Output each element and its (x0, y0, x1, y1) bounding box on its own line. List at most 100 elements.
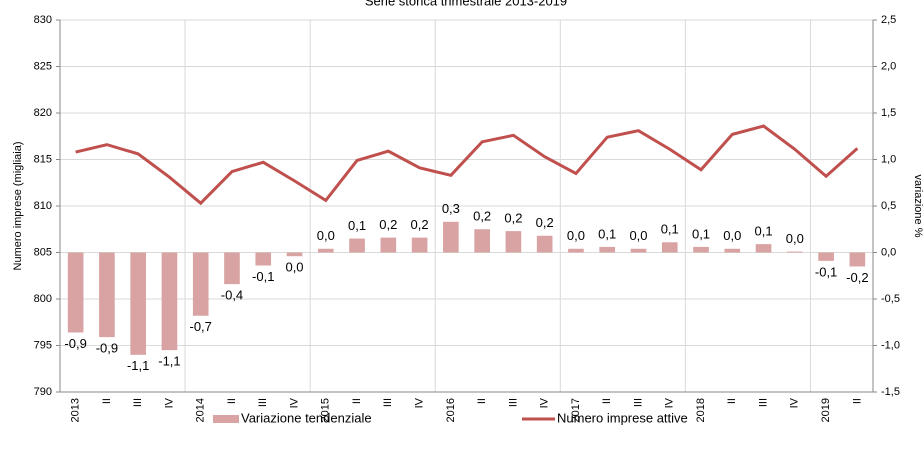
data-label: 0,1 (755, 224, 773, 239)
bar (630, 248, 647, 253)
data-label: 0,2 (504, 211, 522, 226)
data-label: 0,2 (473, 209, 491, 224)
data-label: 0,2 (379, 217, 397, 232)
y-axis-label: Numero imprese (migliaia) (12, 142, 24, 271)
y-tick-label: 830 (34, 14, 52, 26)
y2-tick-label: 1,5 (881, 107, 896, 119)
bar (818, 252, 834, 261)
x-tick-label: IV (664, 397, 676, 408)
legend-label: Variazione tendenziale (241, 410, 372, 425)
bar (443, 221, 459, 253)
line-series (75, 124, 859, 206)
data-label: 0,0 (723, 228, 741, 243)
y-tick-label: 810 (34, 200, 52, 212)
bar (349, 238, 365, 253)
y-tick-label: 790 (34, 386, 52, 398)
legend-swatch (213, 415, 239, 423)
y2-tick-label: 1,0 (881, 153, 896, 165)
y-tick-label: 815 (34, 153, 52, 165)
data-label: -0,4 (221, 288, 243, 303)
x-tick-label: 2017 (570, 398, 582, 422)
bar (505, 231, 522, 253)
y2-axis-label: variazione % (912, 175, 924, 238)
data-label: 0,2 (411, 217, 429, 232)
bar (161, 252, 178, 351)
x-tick-label: 2014 (195, 398, 207, 422)
data-label: 0,1 (692, 226, 710, 241)
x-tick-label: II (476, 398, 488, 404)
chart-title: Serie storica trimestrale 2013-2019 (365, 0, 567, 8)
x-tick-label: IV (789, 397, 801, 408)
y-tick-label: 805 (34, 246, 52, 258)
y-tick-label: 825 (34, 60, 52, 72)
x-tick-label: IV (414, 397, 426, 408)
x-tick-label: II (226, 398, 238, 404)
x-tick-label: 2015 (320, 398, 332, 422)
data-label: 0,0 (567, 228, 585, 243)
data-label: 0,1 (598, 226, 616, 241)
data-label: 0,2 (536, 215, 554, 230)
bar (849, 252, 866, 267)
x-tick-label: 2016 (445, 398, 457, 422)
data-label: -0,9 (64, 336, 86, 351)
x-tick-label: III (632, 398, 644, 407)
bar (536, 235, 553, 253)
x-tick-label: IV (539, 397, 551, 408)
y2-tick-label: -0,5 (881, 293, 900, 305)
bar (411, 237, 428, 253)
data-label: 0,0 (786, 231, 804, 246)
bar (787, 251, 803, 253)
bar (568, 248, 584, 253)
x-tick-label: III (257, 398, 269, 407)
y2-tick-label: -1,0 (881, 339, 900, 351)
bar (130, 252, 146, 355)
x-tick-label: IV (163, 397, 175, 408)
x-tick-label: III (382, 398, 394, 407)
data-label: -0,7 (190, 319, 212, 334)
data-label: 0,0 (317, 228, 335, 243)
y-tick-label: 795 (34, 339, 52, 351)
y2-tick-label: 0,0 (881, 246, 896, 258)
data-label: 0,1 (661, 222, 679, 237)
bar (224, 252, 240, 285)
bar (67, 252, 84, 333)
bar (755, 244, 772, 253)
x-tick-label: II (851, 398, 863, 404)
data-label: -0,9 (96, 341, 118, 356)
bar (599, 246, 616, 253)
x-tick-label: 2013 (70, 398, 82, 422)
x-tick-label: II (726, 398, 738, 404)
bar (317, 248, 334, 253)
y-tick-label: 820 (34, 107, 52, 119)
bar (661, 242, 678, 253)
bar (99, 252, 115, 338)
data-label: -0,1 (815, 264, 837, 279)
bar (380, 237, 397, 253)
y2-tick-label: 2,0 (881, 60, 896, 72)
x-tick-label: IV (288, 397, 300, 408)
legend-label: Numero imprese attive (557, 410, 688, 425)
bar (693, 246, 709, 253)
y-tick-label: 800 (34, 293, 52, 305)
x-tick-label: 2018 (695, 398, 707, 422)
x-tick-label: III (757, 398, 769, 407)
bar (192, 252, 209, 316)
bar (255, 252, 272, 266)
data-label: 0,3 (442, 201, 460, 216)
y2-tick-label: -1,5 (881, 386, 900, 398)
x-tick-label: II (101, 398, 113, 404)
x-tick-label: III (132, 398, 144, 407)
data-label: 0,1 (348, 218, 366, 233)
x-tick-label: 2019 (820, 398, 832, 422)
data-label: -0,1 (252, 269, 274, 284)
data-label: 0,0 (629, 228, 647, 243)
bar (724, 248, 741, 253)
bar (474, 229, 490, 253)
data-label: -0,2 (846, 270, 868, 285)
bar (286, 252, 303, 257)
data-label: -1,1 (127, 358, 149, 373)
y2-tick-label: 2,5 (881, 14, 896, 26)
x-tick-label: II (601, 398, 613, 404)
x-tick-label: III (507, 398, 519, 407)
